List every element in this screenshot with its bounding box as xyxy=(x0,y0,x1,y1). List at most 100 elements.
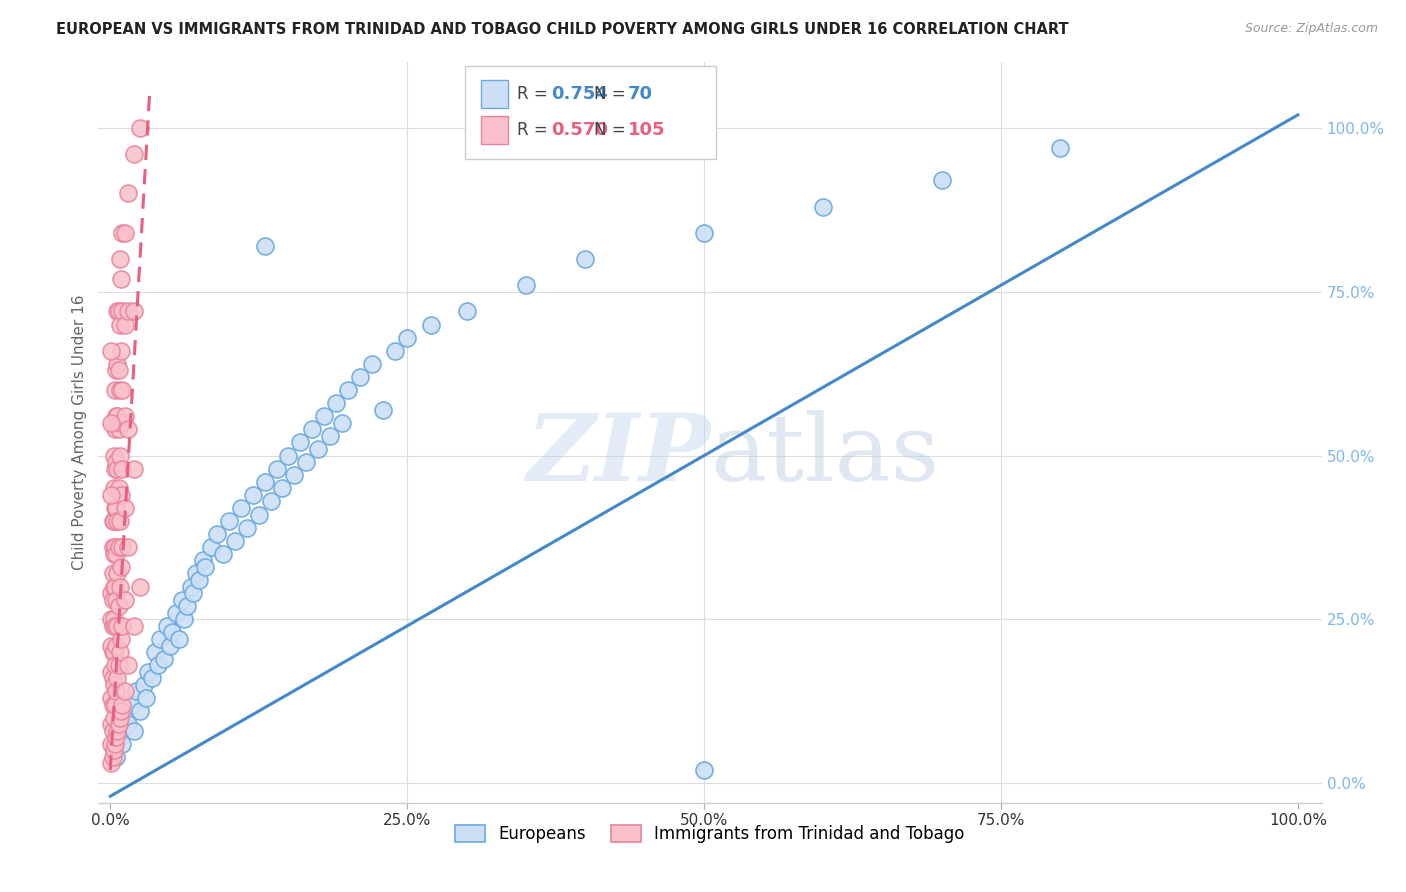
Point xyxy=(931,173,953,187)
Point xyxy=(117,658,139,673)
Point xyxy=(176,599,198,614)
Point xyxy=(100,665,122,679)
Point xyxy=(100,737,122,751)
Point xyxy=(1049,140,1071,154)
Point xyxy=(114,592,136,607)
Point xyxy=(330,416,353,430)
Point xyxy=(105,500,128,515)
Legend: Europeans, Immigrants from Trinidad and Tobago: Europeans, Immigrants from Trinidad and … xyxy=(449,819,972,850)
Point xyxy=(420,318,443,332)
Point xyxy=(160,625,183,640)
Point xyxy=(100,416,122,430)
Y-axis label: Child Poverty Among Girls Under 16: Child Poverty Among Girls Under 16 xyxy=(72,295,87,570)
Point xyxy=(101,723,124,738)
Point xyxy=(173,612,195,626)
Point xyxy=(100,639,122,653)
Point xyxy=(104,422,127,436)
Point xyxy=(107,619,129,633)
Point xyxy=(101,514,124,528)
Point xyxy=(259,494,281,508)
Point xyxy=(104,500,127,515)
Point xyxy=(266,461,288,475)
Point xyxy=(360,357,382,371)
Point xyxy=(103,416,125,430)
Text: N =: N = xyxy=(593,86,631,103)
FancyBboxPatch shape xyxy=(465,66,716,159)
Point xyxy=(121,698,143,712)
Point xyxy=(108,580,131,594)
Point xyxy=(104,698,127,712)
Point xyxy=(271,481,294,495)
Point xyxy=(107,481,129,495)
Point xyxy=(156,619,179,633)
Point xyxy=(693,763,716,777)
Point xyxy=(277,449,299,463)
Point xyxy=(101,619,124,633)
Point xyxy=(105,639,128,653)
Point xyxy=(236,521,259,535)
Point xyxy=(135,690,157,705)
Point xyxy=(515,278,537,293)
Point xyxy=(574,252,596,266)
Point xyxy=(101,698,124,712)
Point xyxy=(111,461,134,475)
Point xyxy=(170,592,193,607)
Point xyxy=(373,402,395,417)
Point xyxy=(107,658,129,673)
Point xyxy=(103,711,125,725)
Point xyxy=(110,488,132,502)
Point xyxy=(104,383,127,397)
Point xyxy=(122,619,145,633)
Point xyxy=(325,396,347,410)
Point xyxy=(105,592,128,607)
Point xyxy=(122,304,145,318)
Point xyxy=(114,409,136,424)
Point xyxy=(107,514,129,528)
Point xyxy=(117,541,139,555)
Point xyxy=(111,698,134,712)
Point xyxy=(349,370,371,384)
Point xyxy=(107,304,129,318)
Point xyxy=(212,547,235,561)
Point xyxy=(107,461,129,475)
Text: R =: R = xyxy=(517,120,553,139)
Point xyxy=(283,468,305,483)
Point xyxy=(129,120,152,135)
Point xyxy=(107,671,129,685)
Point xyxy=(132,678,155,692)
Point xyxy=(301,422,323,436)
Point xyxy=(117,422,139,436)
Point xyxy=(103,449,125,463)
FancyBboxPatch shape xyxy=(481,116,508,144)
Point xyxy=(141,671,163,685)
Text: N =: N = xyxy=(593,120,631,139)
Point xyxy=(122,147,145,161)
Point xyxy=(108,514,131,528)
Point xyxy=(101,541,124,555)
Point xyxy=(108,645,131,659)
Point xyxy=(105,684,128,698)
Point xyxy=(107,599,129,614)
Point xyxy=(107,409,129,424)
Text: 105: 105 xyxy=(628,120,665,139)
Text: ZIP: ZIP xyxy=(526,409,710,500)
Point xyxy=(183,586,205,600)
Point xyxy=(247,508,270,522)
Point xyxy=(108,318,131,332)
Point xyxy=(693,226,716,240)
Point xyxy=(105,731,128,745)
Point xyxy=(111,226,134,240)
Text: R =: R = xyxy=(517,86,553,103)
Point xyxy=(456,304,478,318)
Point xyxy=(114,711,136,725)
Point xyxy=(108,449,131,463)
Point xyxy=(110,416,132,430)
Point xyxy=(312,409,335,424)
Point xyxy=(110,632,132,646)
Point xyxy=(100,488,122,502)
Point xyxy=(103,645,125,659)
Point xyxy=(152,651,174,665)
Point xyxy=(191,553,214,567)
Point xyxy=(224,533,246,548)
Point xyxy=(101,592,124,607)
